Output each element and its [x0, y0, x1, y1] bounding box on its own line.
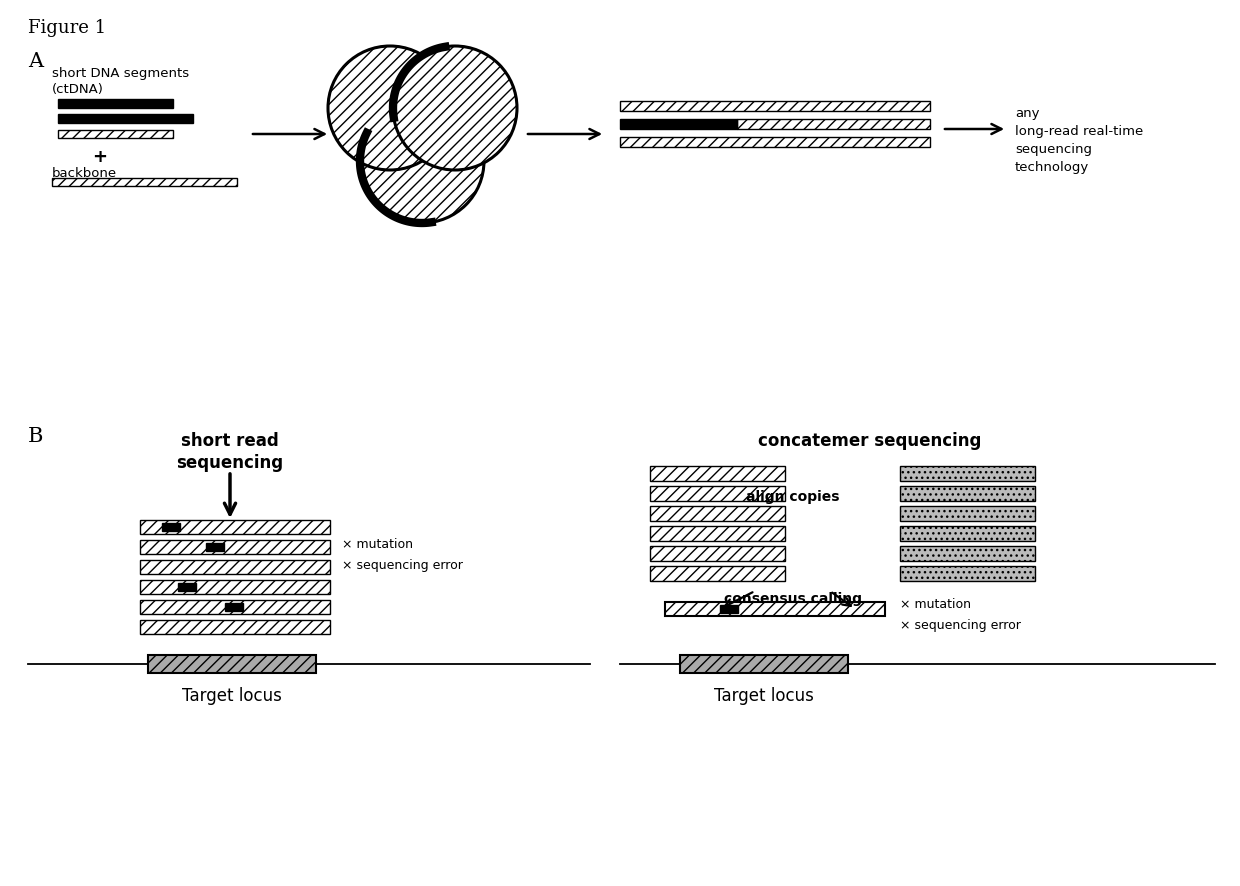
Bar [140, 520, 330, 534]
Bar [140, 580, 330, 595]
Bar [58, 131, 174, 139]
Text: +: + [93, 148, 108, 166]
Bar [900, 547, 1035, 562]
Bar [140, 601, 330, 614]
Bar [665, 602, 885, 617]
Bar [650, 526, 785, 541]
Bar [148, 656, 316, 673]
Bar [650, 566, 785, 581]
Bar [680, 656, 848, 673]
Bar [206, 543, 224, 551]
Bar [162, 524, 180, 532]
Bar [650, 466, 785, 481]
Text: Target locus: Target locus [714, 687, 813, 704]
Bar [900, 466, 1035, 481]
Text: × sequencing error: × sequencing error [900, 618, 1021, 631]
Circle shape [360, 100, 484, 224]
Bar [140, 620, 330, 634]
Text: concatemer sequencing: concatemer sequencing [759, 431, 982, 449]
Text: short read
sequencing: short read sequencing [176, 431, 284, 471]
Bar [620, 138, 930, 148]
Bar [900, 486, 1035, 501]
Bar [900, 526, 1035, 541]
Bar [620, 102, 930, 112]
Text: B: B [29, 426, 43, 446]
Bar [900, 566, 1035, 581]
Text: short DNA segments
(ctDNA): short DNA segments (ctDNA) [52, 67, 190, 96]
Bar [650, 507, 785, 522]
Bar [58, 100, 174, 109]
Bar [52, 179, 237, 187]
Bar [620, 120, 737, 130]
Bar [140, 560, 330, 574]
Text: Figure 1: Figure 1 [29, 19, 107, 37]
Bar [650, 486, 785, 501]
Bar [720, 605, 738, 613]
Circle shape [329, 47, 453, 171]
Text: × sequencing error: × sequencing error [342, 558, 463, 571]
Bar [650, 547, 785, 562]
Text: any
long-read real-time
sequencing
technology: any long-read real-time sequencing techn… [1016, 107, 1143, 174]
Bar [737, 120, 930, 130]
Text: consensus calling: consensus calling [724, 591, 862, 605]
Text: backbone: backbone [52, 167, 117, 180]
Text: × mutation: × mutation [342, 538, 413, 551]
Text: align copies: align copies [746, 489, 839, 503]
Text: × mutation: × mutation [900, 598, 971, 610]
Bar [224, 603, 243, 611]
Circle shape [393, 47, 517, 171]
Text: A: A [29, 52, 43, 71]
Bar [179, 583, 196, 591]
Text: Target locus: Target locus [182, 687, 281, 704]
Bar [58, 115, 193, 124]
Bar [140, 540, 330, 555]
Bar [900, 507, 1035, 522]
